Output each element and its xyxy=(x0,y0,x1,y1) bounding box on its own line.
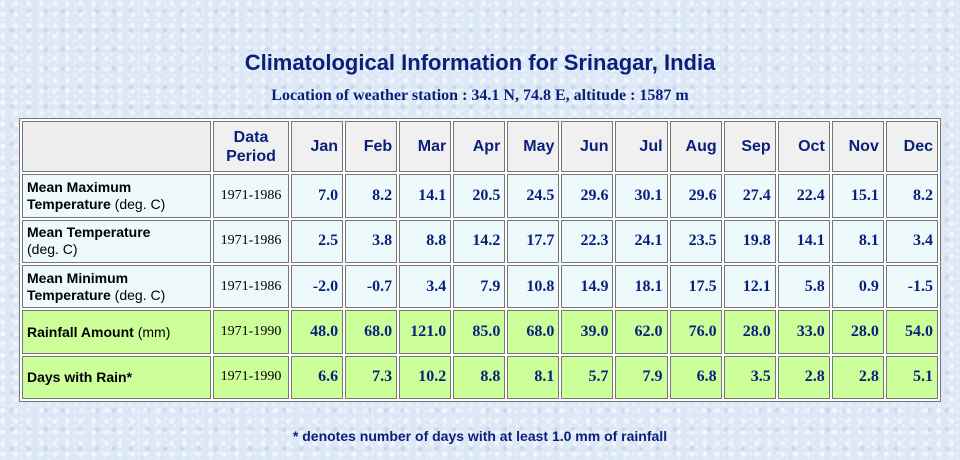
table-cell: 7.3 xyxy=(345,355,398,399)
row-label: Mean Temperature (deg. C) xyxy=(22,219,211,264)
table-cell: 8.1 xyxy=(507,355,560,399)
row-label: Days with Rain* xyxy=(22,355,211,399)
header-month: Dec xyxy=(885,121,938,173)
header-month: Jul xyxy=(615,121,668,173)
table-cell: 48.0 xyxy=(291,310,344,354)
table-cell: 30.1 xyxy=(615,174,668,218)
table-cell: -1.5 xyxy=(885,265,938,309)
table-cell: 28.0 xyxy=(831,310,884,354)
table-cell: 54.0 xyxy=(885,310,938,354)
header-month: Apr xyxy=(453,121,506,173)
table-cell: 14.1 xyxy=(399,174,452,218)
header-month: Jan xyxy=(291,121,344,173)
table-cell: 68.0 xyxy=(507,310,560,354)
table-cell: 10.2 xyxy=(399,355,452,399)
table-cell: 14.1 xyxy=(777,219,830,264)
table-cell: 29.6 xyxy=(561,174,614,218)
header-month: Oct xyxy=(777,121,830,173)
table-cell: 18.1 xyxy=(615,265,668,309)
table-cell: 14.9 xyxy=(561,265,614,309)
header-data-period: Data Period xyxy=(213,121,289,173)
table-cell: 3.4 xyxy=(885,219,938,264)
table-cell: 24.1 xyxy=(615,219,668,264)
table-cell: 6.6 xyxy=(291,355,344,399)
table-cell: 20.5 xyxy=(453,174,506,218)
table-cell: 12.1 xyxy=(723,265,776,309)
table-cell: 62.0 xyxy=(615,310,668,354)
table-cell: 17.7 xyxy=(507,219,560,264)
data-period: 1971-1990 xyxy=(213,310,289,354)
table-cell: 5.8 xyxy=(777,265,830,309)
header-row: Data Period Jan Feb Mar Apr May Jun Jul A… xyxy=(22,121,938,173)
climate-table: Data Period Jan Feb Mar Apr May Jun Jul A… xyxy=(19,118,941,402)
table-cell: 6.8 xyxy=(669,355,722,399)
header-month: Feb xyxy=(345,121,398,173)
table-cell: 8.2 xyxy=(345,174,398,218)
row-label: Rainfall Amount (mm) xyxy=(22,310,211,354)
table-cell: 85.0 xyxy=(453,310,506,354)
header-month: Jun xyxy=(561,121,614,173)
row-label: Mean Maximum Temperature (deg. C) xyxy=(22,174,211,218)
table-cell: 22.3 xyxy=(561,219,614,264)
row-label: Mean Minimum Temperature (deg. C) xyxy=(22,265,211,309)
header-month: Sep xyxy=(723,121,776,173)
table-cell: 15.1 xyxy=(831,174,884,218)
table-cell: 19.8 xyxy=(723,219,776,264)
page-title: Climatological Information for Srinagar,… xyxy=(244,50,716,75)
table-cell: 24.5 xyxy=(507,174,560,218)
table-cell: 2.5 xyxy=(291,219,344,264)
table-cell: 2.8 xyxy=(777,355,830,399)
table-cell: 17.5 xyxy=(669,265,722,309)
table-cell: 7.9 xyxy=(453,265,506,309)
table-cell: 5.1 xyxy=(885,355,938,399)
table-cell: 3.5 xyxy=(723,355,776,399)
table-row: Mean Minimum Temperature (deg. C) 1971-198… xyxy=(22,265,938,309)
header-month: Aug xyxy=(669,121,722,173)
data-period: 1971-1986 xyxy=(213,219,289,264)
table-cell: 33.0 xyxy=(777,310,830,354)
station-location: Location of weather station : 34.1 N, 74… xyxy=(271,87,689,104)
table-row: Days with Rain* 1971-1990 6.6 7.3 10.2 8.8 8.1… xyxy=(22,355,938,399)
table-cell: 8.8 xyxy=(453,355,506,399)
table-cell: 3.8 xyxy=(345,219,398,264)
data-period: 1971-1990 xyxy=(213,355,289,399)
table-cell: 76.0 xyxy=(669,310,722,354)
table-cell: -0.7 xyxy=(345,265,398,309)
table-cell: 14.2 xyxy=(453,219,506,264)
header-corner xyxy=(22,121,211,173)
table-cell: 5.7 xyxy=(561,355,614,399)
table-cell: 2.8 xyxy=(831,355,884,399)
table-cell: 29.6 xyxy=(669,174,722,218)
footnote: * denotes number of days with at least 1… xyxy=(292,428,668,444)
table-cell: 7.9 xyxy=(615,355,668,399)
table-cell: 8.8 xyxy=(399,219,452,264)
table-cell: 8.2 xyxy=(885,174,938,218)
table-row: Rainfall Amount (mm) 1971-1990 48.0 68.0 121… xyxy=(22,310,938,354)
table-cell: 8.1 xyxy=(831,219,884,264)
table-cell: 121.0 xyxy=(399,310,452,354)
header-month: Nov xyxy=(831,121,884,173)
table-cell: 3.4 xyxy=(399,265,452,309)
table-cell: 7.0 xyxy=(291,174,344,218)
data-period: 1971-1986 xyxy=(213,174,289,218)
header-month: Mar xyxy=(399,121,452,173)
table-cell: 27.4 xyxy=(723,174,776,218)
data-period: 1971-1986 xyxy=(213,265,289,309)
table-cell: 28.0 xyxy=(723,310,776,354)
table-cell: 0.9 xyxy=(831,265,884,309)
table-cell: 39.0 xyxy=(561,310,614,354)
table-row: Mean Temperature (deg. C) 1971-1986 2.5 3.8 8… xyxy=(22,219,938,264)
table-cell: 23.5 xyxy=(669,219,722,264)
table-cell: -2.0 xyxy=(291,265,344,309)
table-cell: 68.0 xyxy=(345,310,398,354)
header-month: May xyxy=(507,121,560,173)
table-cell: 10.8 xyxy=(507,265,560,309)
table-row: Mean Maximum Temperature (deg. C) 1971-198… xyxy=(22,174,938,218)
table-cell: 22.4 xyxy=(777,174,830,218)
